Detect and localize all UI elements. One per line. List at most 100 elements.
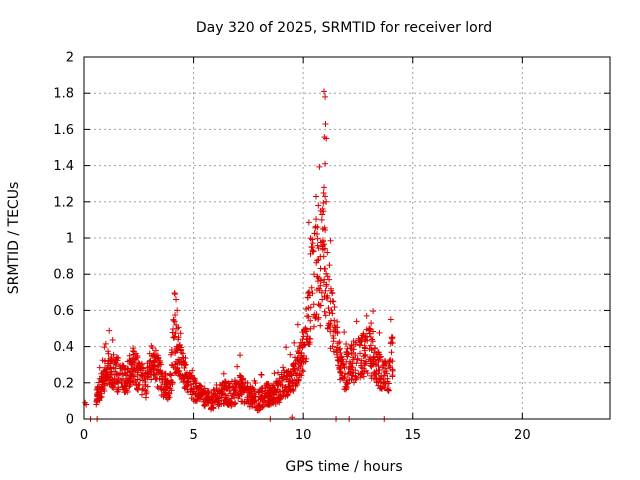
data-point — [154, 383, 161, 390]
data-point — [370, 308, 377, 315]
data-point — [381, 379, 388, 386]
data-point — [259, 403, 266, 410]
data-point — [257, 394, 264, 401]
data-point — [120, 364, 127, 371]
data-point — [194, 384, 201, 391]
data-point — [108, 368, 115, 375]
data-point — [220, 379, 227, 386]
data-point — [358, 372, 365, 379]
data-point — [320, 88, 327, 95]
data-point — [322, 120, 329, 127]
data-point — [111, 360, 118, 367]
data-point — [272, 389, 279, 396]
data-point — [97, 390, 104, 397]
data-point — [170, 317, 177, 324]
data-point — [320, 184, 327, 191]
data-point — [324, 292, 331, 299]
data-point — [382, 365, 389, 372]
data-point — [168, 387, 175, 394]
data-point — [123, 385, 130, 392]
data-point — [315, 256, 322, 263]
data-point — [309, 244, 316, 251]
data-point — [135, 366, 142, 373]
data-point — [288, 387, 295, 394]
data-point — [288, 372, 295, 379]
data-point — [349, 372, 356, 379]
data-point — [315, 316, 322, 323]
data-point — [158, 386, 165, 393]
data-point — [145, 373, 152, 380]
data-point — [177, 330, 184, 337]
data-point — [325, 305, 332, 312]
data-point — [389, 366, 396, 373]
data-point — [367, 354, 374, 361]
data-point — [134, 369, 141, 376]
data-point — [385, 363, 392, 370]
data-point — [336, 338, 343, 345]
data-point — [317, 253, 324, 260]
data-point — [168, 351, 175, 358]
data-point — [297, 344, 304, 351]
data-point — [330, 335, 337, 342]
data-point — [115, 354, 122, 361]
data-point — [216, 390, 223, 397]
data-point — [300, 352, 307, 359]
data-point — [126, 358, 133, 365]
data-point — [187, 381, 194, 388]
data-point — [172, 311, 179, 318]
data-point — [100, 385, 107, 392]
data-point — [292, 370, 299, 377]
data-point — [146, 350, 153, 357]
data-point — [122, 371, 129, 378]
data-point — [357, 374, 364, 381]
data-point — [322, 287, 329, 294]
data-point — [177, 346, 184, 353]
data-point — [173, 296, 180, 303]
data-point — [337, 365, 344, 372]
data-point — [311, 271, 318, 278]
data-point — [150, 371, 157, 378]
data-point — [185, 378, 192, 385]
data-point — [175, 336, 182, 343]
data-point — [329, 290, 336, 297]
data-point — [159, 370, 166, 377]
data-point — [327, 237, 334, 244]
data-point — [111, 375, 118, 382]
data-point — [171, 333, 178, 340]
data-point — [350, 338, 357, 345]
data-point — [354, 355, 361, 362]
data-point — [226, 384, 233, 391]
data-point — [372, 360, 379, 367]
data-point — [239, 382, 246, 389]
data-point — [336, 366, 343, 373]
data-point — [321, 265, 328, 272]
data-point — [380, 368, 387, 375]
data-point — [184, 386, 191, 393]
data-point — [322, 193, 329, 200]
data-point — [162, 375, 169, 382]
data-point — [389, 373, 396, 380]
data-point — [367, 342, 374, 349]
data-point — [343, 341, 350, 348]
data-point — [146, 368, 153, 375]
data-point — [359, 365, 366, 372]
y-axis-label: SRMTID / TECUs — [6, 182, 22, 295]
data-point — [106, 327, 113, 334]
data-point — [319, 238, 326, 245]
data-point — [295, 349, 302, 356]
data-point — [189, 367, 196, 374]
data-point — [380, 362, 387, 369]
data-point — [129, 361, 136, 368]
data-point — [361, 336, 368, 343]
data-point — [134, 385, 141, 392]
data-point — [104, 365, 111, 372]
data-point — [324, 249, 331, 256]
data-point — [246, 387, 253, 394]
data-point — [385, 387, 392, 394]
data-point — [320, 189, 327, 196]
data-point — [319, 225, 326, 232]
data-point — [144, 383, 151, 390]
data-point — [179, 350, 186, 357]
data-point — [258, 385, 265, 392]
data-point — [104, 375, 111, 382]
